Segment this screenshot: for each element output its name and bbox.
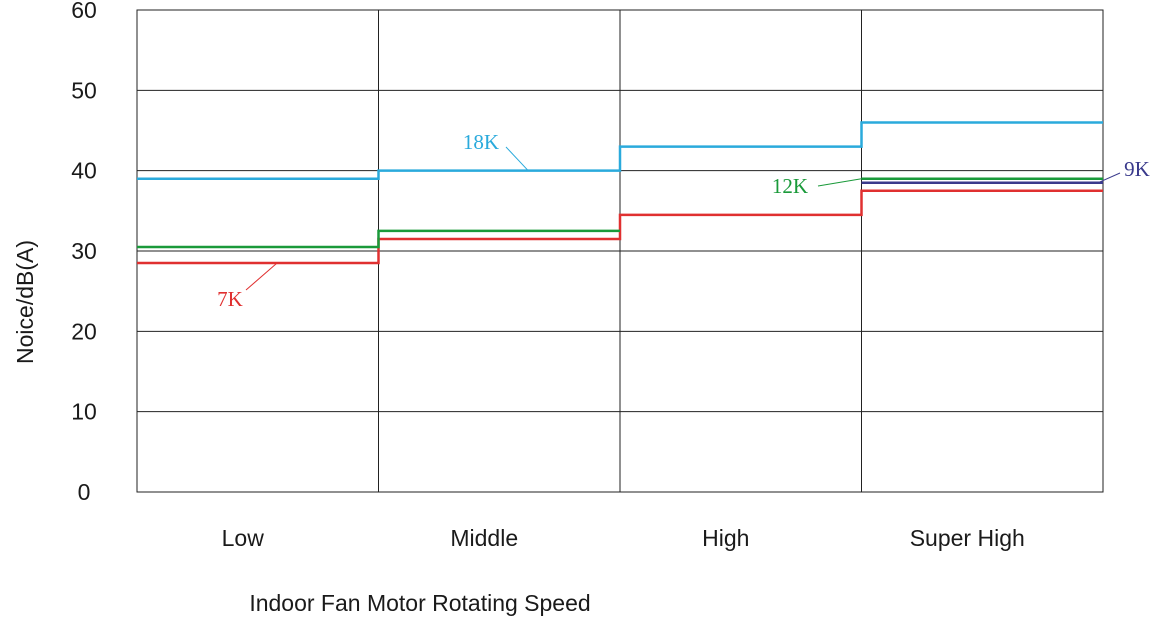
- series-line-12K: [137, 177, 1103, 249]
- x-tick-label: High: [702, 525, 749, 551]
- series-label-12K: 12K: [772, 174, 808, 198]
- x-axis-title: Indoor Fan Motor Rotating Speed: [249, 590, 590, 616]
- x-tick-label: Middle: [450, 525, 518, 551]
- grid: [136, 9, 1104, 493]
- series-label-18K: 18K: [463, 130, 499, 154]
- y-tick-labels: 0 10 20 30 40 50 60: [71, 0, 97, 505]
- series-label-7K: 7K: [217, 287, 243, 311]
- y-tick-label: 60: [71, 0, 97, 23]
- y-tick-label: 20: [71, 318, 97, 344]
- y-axis-title: Noice/dB(A): [12, 240, 38, 364]
- y-tick-label: 40: [71, 158, 97, 184]
- y-tick-label: 10: [71, 399, 97, 425]
- y-tick-label: 30: [71, 238, 97, 264]
- x-tick-label: Low: [222, 525, 265, 551]
- callout-leader-9K: [1097, 172, 1121, 184]
- callout-leader-18K: [505, 146, 529, 172]
- y-tick-label: 0: [78, 479, 91, 505]
- series-line-18K: [137, 121, 1103, 180]
- x-tick-labels: Low Middle High Super High: [222, 525, 1025, 551]
- series-lines: [137, 121, 1103, 265]
- callout-leader-7K: [245, 262, 278, 291]
- x-tick-label: Super High: [910, 525, 1025, 551]
- series-callouts: 7K 9K 12K 18K: [217, 130, 1150, 311]
- callout-leader-12K: [817, 178, 862, 187]
- series-label-9K: 9K: [1124, 157, 1150, 181]
- series-line-7K: [137, 189, 1103, 265]
- y-tick-label: 50: [71, 77, 97, 103]
